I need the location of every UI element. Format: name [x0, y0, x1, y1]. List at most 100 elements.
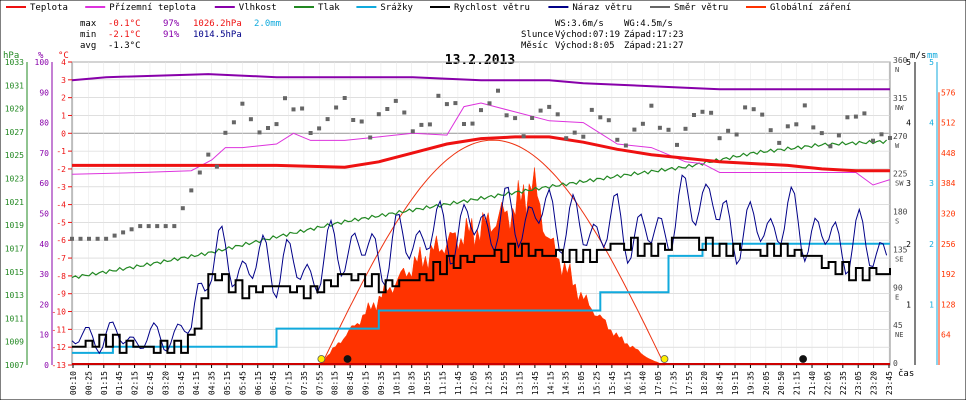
wind-dir-point — [802, 103, 807, 108]
moonrise-marker — [343, 355, 352, 363]
stats-max-hum: 97% — [163, 19, 180, 29]
degc-tick-label: -3 — [56, 183, 66, 192]
stats-max-temp: -0.1°C — [108, 19, 141, 29]
degc-tick-label: 0 — [61, 129, 66, 138]
wind-dir-point — [180, 206, 185, 211]
time-tick-label: 09:15 — [362, 371, 371, 395]
wind-dir-point — [777, 140, 782, 145]
wind-dir-point — [879, 132, 884, 137]
wind-dir-point — [819, 131, 824, 136]
wind-dir-point — [197, 170, 202, 175]
wind-dir-point — [78, 236, 83, 241]
wind-dir-point — [640, 121, 645, 126]
wind-dir-point — [419, 122, 424, 127]
legend-label-prizemni: Přízemní teplota — [109, 3, 196, 13]
time-tick-label: 05:45 — [238, 371, 247, 395]
dir-tick-deg: 135 — [893, 245, 908, 254]
dir-tick-deg: 225 — [893, 170, 908, 179]
time-tick-label: 12:35 — [485, 371, 494, 395]
mm-tick-label: 1 — [929, 300, 934, 309]
time-tick-label: 19:15 — [731, 371, 740, 395]
time-tick-label: 22:05 — [823, 371, 832, 395]
degc-tick-label: -7 — [56, 254, 66, 263]
degc-tick-label: -10 — [52, 308, 67, 317]
moon-set: Západ:21:27 — [624, 41, 684, 51]
degc-tick-label: -13 — [52, 361, 67, 370]
degc-tick-label: 1 — [61, 111, 66, 120]
hpa-tick-label: 1011 — [5, 314, 24, 323]
wind-dir-point — [291, 107, 296, 112]
ms-tick-label: 4 — [906, 119, 911, 128]
time-tick-label: 03:20 — [161, 371, 170, 395]
time-tick-label: 15:05 — [577, 371, 586, 395]
wind-dir-point — [172, 224, 177, 229]
wind-dir-point — [393, 98, 398, 103]
time-tick-label: 00:10 — [69, 371, 78, 395]
wind-dir-point — [487, 101, 492, 106]
legend-label-naraz: Náraz větru — [572, 3, 632, 13]
stats-min-temp: -2.1°C — [108, 30, 141, 40]
stats-wg: WG:4.5m/s — [624, 19, 673, 29]
time-tick-label: 02:45 — [146, 371, 155, 395]
time-tick-label: 12:55 — [500, 371, 509, 395]
time-tick-label: 14:15 — [546, 371, 555, 395]
time-tick-label: 04:35 — [208, 371, 217, 395]
time-tick-label: 14:35 — [562, 371, 571, 395]
mm-tick-label: 3 — [929, 179, 934, 188]
time-tick-label: 17:05 — [654, 371, 663, 395]
wind-dir-point — [453, 101, 458, 106]
degc-tick-label: 2 — [61, 94, 66, 103]
wind-dir-point — [623, 143, 628, 148]
wind-dir-point — [112, 233, 117, 238]
time-tick-label: 09:35 — [377, 371, 386, 395]
time-tick-label: 04:15 — [192, 371, 201, 395]
plot-area — [70, 73, 892, 366]
dir-tick-cardinal: N — [895, 66, 899, 74]
wind-dir-point — [334, 105, 339, 110]
time-tick-label: 13:15 — [515, 371, 524, 395]
legend-label-tlak: Tlak — [318, 3, 340, 13]
time-tick-label: 23:05 — [854, 371, 863, 395]
stats-min-press: 1014.5hPa — [193, 30, 242, 40]
wind-dir-point — [828, 144, 833, 149]
rad-tick-label: 256 — [941, 240, 956, 249]
legend-label-smer: Směr větru — [674, 3, 728, 13]
sunset-marker — [660, 355, 669, 363]
wind-dir-point — [589, 107, 594, 112]
time-tick-label: 01:15 — [100, 371, 109, 395]
wind-dir-point — [462, 122, 466, 126]
wind-dir-point — [351, 118, 356, 122]
pct-unit: % — [38, 51, 44, 61]
rad-tick-label: 320 — [941, 210, 956, 219]
hpa-tick-label: 1007 — [5, 361, 24, 370]
wind-dir-point — [743, 105, 748, 110]
hpa-tick-label: 1025 — [5, 151, 24, 160]
wind-dir-point — [189, 188, 194, 193]
wind-dir-point — [530, 116, 535, 120]
wind-dir-point — [785, 124, 790, 129]
time-tick-label: 02:15 — [131, 371, 140, 395]
wind-dir-point — [427, 122, 432, 127]
wind-dir-point — [359, 119, 364, 124]
right-axes: 360N315NW270W225SW180S135SE90E45NE054321… — [893, 56, 956, 368]
stats-min-hum: 91% — [163, 30, 180, 40]
moon-rise: Východ:8:05 — [555, 41, 615, 51]
dir-tick-deg: 180 — [893, 208, 908, 217]
degc-tick-label: -8 — [56, 272, 66, 281]
wind-dir-point — [104, 236, 109, 241]
dir-tick-cardinal: S — [895, 218, 899, 226]
wind-dir-point — [504, 113, 509, 118]
time-tick-label: 10:35 — [408, 371, 417, 395]
wind-dir-point — [794, 122, 799, 127]
wind-dir-point — [513, 116, 518, 121]
degc-tick-label: -4 — [56, 201, 66, 210]
degc-tick-label: 3 — [61, 76, 66, 85]
pct-tick-label: 10 — [39, 331, 49, 340]
time-tick-label: 11:45 — [454, 371, 463, 395]
hpa-tick-label: 1017 — [5, 244, 24, 253]
time-tick-label: 16:40 — [639, 371, 648, 395]
sun-label: Slunce — [521, 30, 554, 40]
time-tick-label: 10:55 — [423, 371, 432, 395]
degc-tick-label: -2 — [56, 165, 66, 174]
wind-dir-point — [402, 110, 407, 115]
